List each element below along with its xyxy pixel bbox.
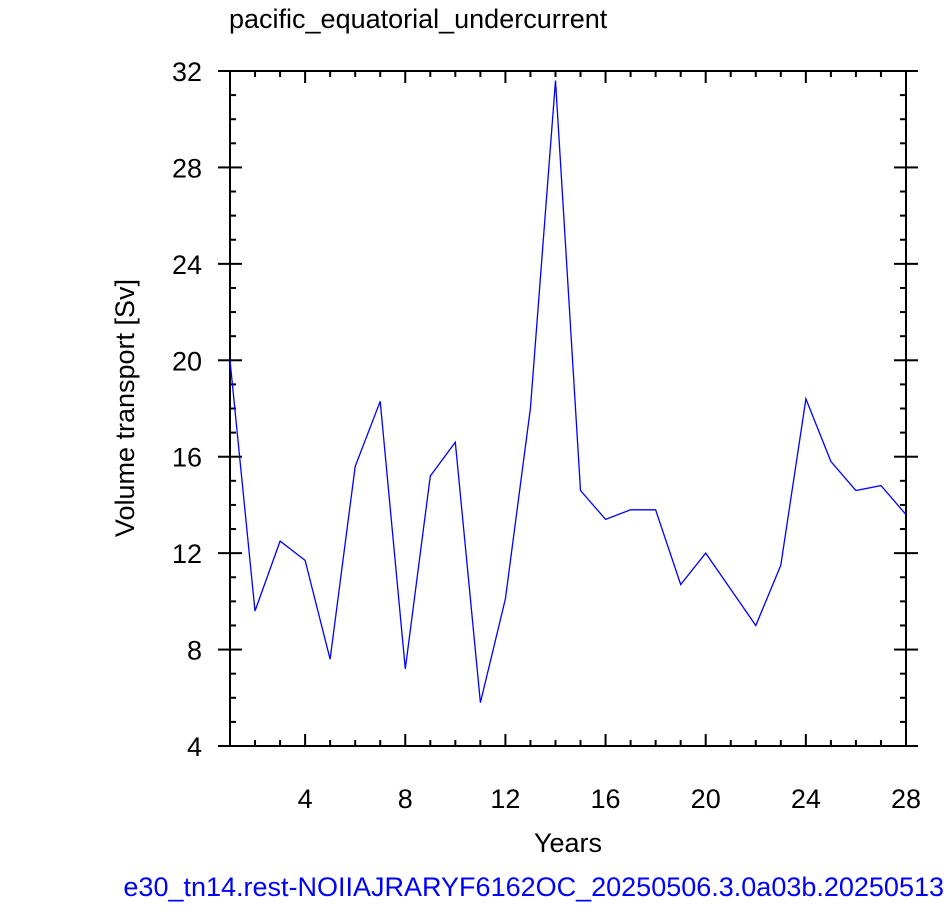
x-tick-label: 12 — [490, 784, 520, 814]
x-tick-label: 28 — [891, 784, 921, 814]
x-axis-label: Years — [534, 828, 602, 858]
y-tick-label: 24 — [172, 250, 202, 280]
chart-title: pacific_equatorial_undercurrent — [229, 4, 608, 34]
y-tick-label: 16 — [172, 443, 202, 473]
y-tick-label: 28 — [172, 153, 202, 183]
y-tick-label: 4 — [187, 732, 202, 762]
x-tick-label: 24 — [791, 784, 821, 814]
x-tick-label: 20 — [691, 784, 721, 814]
run-id-footer: e30_tn14.rest-NOIIAJRARYF6162OC_20250506… — [123, 872, 944, 902]
x-tick-label: 16 — [591, 784, 621, 814]
y-tick-label: 8 — [187, 636, 202, 666]
y-tick-label: 20 — [172, 346, 202, 376]
y-axis-label: Volume transport [Sv] — [110, 279, 140, 537]
axis-ticks — [218, 70, 918, 747]
tick-labels: 4 8 12 16 20 24 28 4 8 12 16 20 24 28 32 — [172, 57, 921, 814]
line-chart: 4 8 12 16 20 24 28 4 8 12 16 20 24 28 32 Years Volume … — [110, 57, 921, 858]
y-tick-label: 12 — [172, 539, 202, 569]
x-tick-label: 4 — [298, 784, 313, 814]
x-tick-label: 8 — [398, 784, 413, 814]
y-tick-label: 32 — [172, 57, 202, 87]
series-line — [229, 80, 907, 703]
